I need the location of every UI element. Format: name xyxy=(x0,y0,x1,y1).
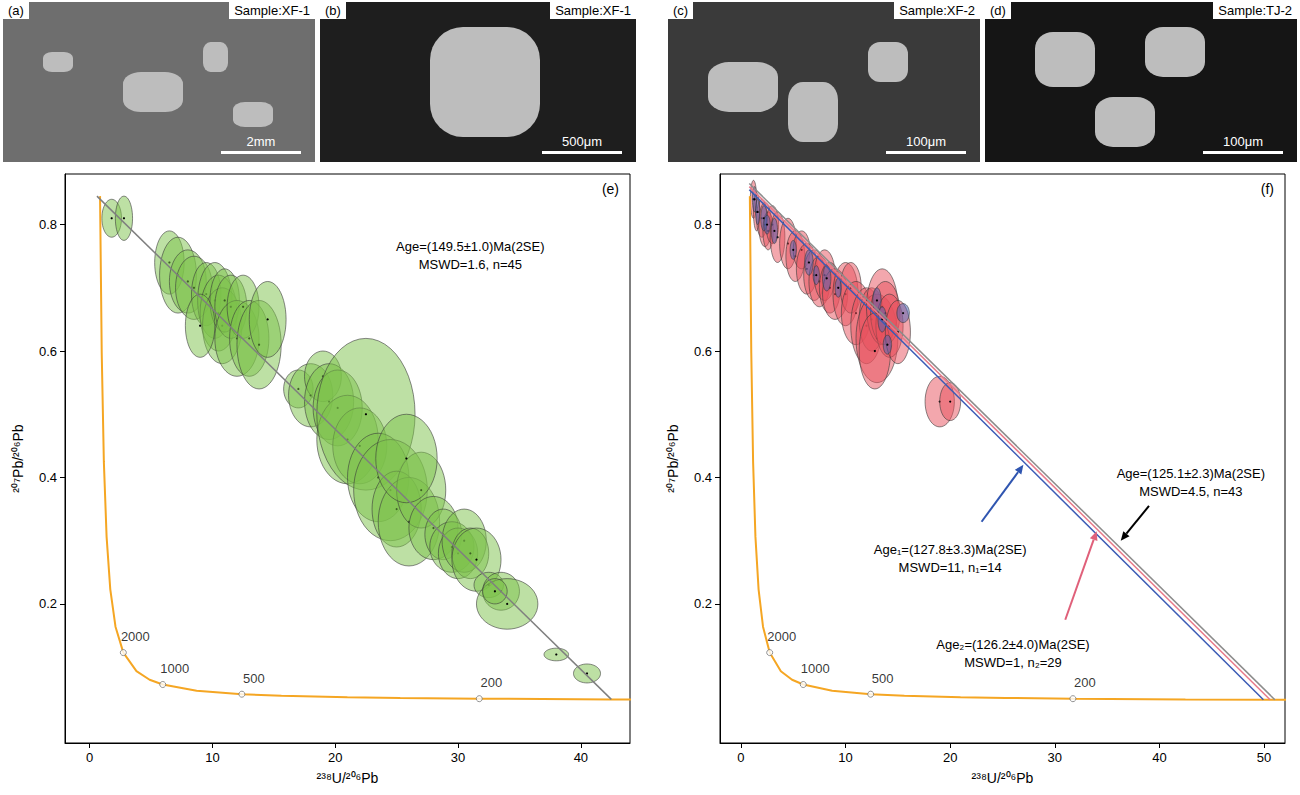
svg-text:2000: 2000 xyxy=(121,629,150,644)
svg-text:0.6: 0.6 xyxy=(39,344,57,359)
svg-text:20: 20 xyxy=(943,750,957,765)
svg-text:0.4: 0.4 xyxy=(39,470,57,485)
html-text:(a): (a) xyxy=(8,3,24,18)
svg-text:Age₂=(126.2±4.0)Ma(2SE): Age₂=(126.2±4.0)Ma(2SE) xyxy=(936,637,1089,652)
svg-text:20: 20 xyxy=(328,750,342,765)
svg-text:²⁰⁷Pb/²⁰⁶Pb: ²⁰⁷Pb/²⁰⁶Pb xyxy=(10,424,26,493)
html-text:(b): (b) xyxy=(325,3,341,18)
svg-text:200: 200 xyxy=(1074,675,1096,690)
svg-text:40: 40 xyxy=(1152,750,1166,765)
svg-text:²⁰⁷Pb/²⁰⁶Pb: ²⁰⁷Pb/²⁰⁶Pb xyxy=(665,424,681,493)
html-text:Sample:TJ-2: Sample:TJ-2 xyxy=(1218,3,1292,18)
svg-text:0.4: 0.4 xyxy=(694,470,712,485)
svg-text:MSWD=1, n₂=29: MSWD=1, n₂=29 xyxy=(964,655,1062,670)
svg-text:0.8: 0.8 xyxy=(694,217,712,232)
svg-text:MSWD=4.5, n=43: MSWD=4.5, n=43 xyxy=(1139,484,1242,499)
html-text:100μm: 100μm xyxy=(906,134,946,149)
svg-text:500: 500 xyxy=(243,671,265,686)
svg-text:1000: 1000 xyxy=(801,661,830,676)
html-text:Sample:XF-1: Sample:XF-1 xyxy=(555,3,631,18)
html-text:500μm: 500μm xyxy=(562,134,602,149)
svg-text:²³⁸U/²⁰⁶Pb: ²³⁸U/²⁰⁶Pb xyxy=(972,770,1034,786)
svg-text:MSWD=1.6, n=45: MSWD=1.6, n=45 xyxy=(419,257,522,272)
svg-text:50: 50 xyxy=(1257,750,1271,765)
svg-text:Age₁=(127.8±3.3)Ma(2SE): Age₁=(127.8±3.3)Ma(2SE) xyxy=(874,542,1027,557)
svg-text:10: 10 xyxy=(838,750,852,765)
svg-text:30: 30 xyxy=(451,750,465,765)
svg-text:0: 0 xyxy=(737,750,744,765)
svg-text:0.6: 0.6 xyxy=(694,344,712,359)
svg-text:30: 30 xyxy=(1048,750,1062,765)
svg-text:200: 200 xyxy=(480,675,502,690)
html-text:100μm: 100μm xyxy=(1223,134,1263,149)
svg-text:2000: 2000 xyxy=(767,629,796,644)
svg-text:500: 500 xyxy=(872,671,894,686)
html-text:2mm: 2mm xyxy=(246,134,276,149)
svg-text:1000: 1000 xyxy=(160,661,189,676)
svg-text:MSWD=11, n₁=14: MSWD=11, n₁=14 xyxy=(899,560,1002,575)
svg-text:0.2: 0.2 xyxy=(39,596,57,611)
svg-text:(e): (e) xyxy=(602,181,619,197)
html-text:Sample:XF-1: Sample:XF-1 xyxy=(234,3,310,18)
svg-text:(f): (f) xyxy=(1261,181,1274,197)
svg-text:0.8: 0.8 xyxy=(39,217,57,232)
svg-text:0.2: 0.2 xyxy=(694,596,712,611)
svg-text:²³⁸U/²⁰⁶Pb: ²³⁸U/²⁰⁶Pb xyxy=(317,770,379,786)
html-text:(d): (d) xyxy=(990,3,1006,18)
svg-text:0: 0 xyxy=(86,750,93,765)
svg-text:40: 40 xyxy=(574,750,588,765)
svg-text:Age=(125.1±2.3)Ma(2SE): Age=(125.1±2.3)Ma(2SE) xyxy=(1117,466,1265,481)
svg-text:10: 10 xyxy=(205,750,219,765)
svg-text:Age=(149.5±1.0)Ma(2SE): Age=(149.5±1.0)Ma(2SE) xyxy=(396,239,544,254)
html-text:(c): (c) xyxy=(673,3,689,18)
html-text:Sample:XF-2: Sample:XF-2 xyxy=(899,3,975,18)
